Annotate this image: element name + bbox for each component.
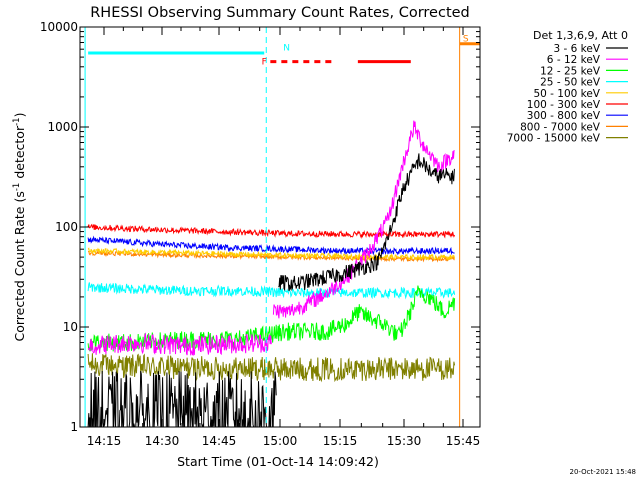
series-4-trace [87, 247, 456, 262]
series-0-segment-0 [87, 370, 277, 427]
y-tick-label-4: 10000 [40, 20, 78, 34]
series-4-segment-0 [87, 247, 456, 262]
legend-label-5: 100 - 300 keV [527, 99, 601, 111]
series-1-segment-1 [272, 120, 455, 319]
x-tick-label-4: 15:15 [323, 434, 358, 448]
series-5-trace [87, 223, 456, 239]
chart-title: RHESSI Observing Summary Count Rates, Co… [90, 5, 470, 21]
legend-label-6: 300 - 800 keV [527, 110, 601, 122]
series-6-segment-0 [87, 235, 455, 256]
legend-label-4: 50 - 100 keV [533, 88, 600, 100]
x-tick-label-5: 15:30 [387, 434, 422, 448]
footer-date: 20-Oct-2021 15:48 [570, 468, 636, 476]
y-tick-label-3: 1000 [47, 120, 78, 134]
legend-label-0: 3 - 6 keV [553, 43, 600, 55]
series-0-segment-1 [278, 153, 455, 292]
x-axis-label: Start Time (01-Oct-14 14:09:42) [177, 454, 379, 469]
series-1-trace [88, 120, 455, 356]
series-3-trace [87, 282, 456, 300]
legend-label-1: 6 - 12 keV [547, 54, 601, 66]
y-tick-label-1: 10 [63, 320, 78, 334]
flag-label-1: N [283, 44, 290, 54]
series-3-segment-0 [87, 282, 456, 300]
legend-header: Det 1,3,6,9, Att 0 [533, 29, 628, 42]
x-tick-label-0: 14:15 [87, 434, 122, 448]
x-tick-label-2: 14:45 [202, 434, 237, 448]
legend-label-8: 7000 - 15000 keV [507, 133, 601, 145]
x-tick-label-3: 15:00 [263, 434, 298, 448]
series-8-segment-0 [87, 353, 456, 383]
x-tick-label-6: 15:45 [446, 434, 481, 448]
legend-label-7: 800 - 7000 keV [520, 121, 601, 133]
y-tick-label-2: 100 [55, 220, 78, 234]
legend-label-3: 25 - 50 keV [540, 77, 601, 89]
plot-area: F N S [84, 27, 480, 427]
x-tick-label-1: 14:30 [145, 434, 180, 448]
axes: 1 10 100 1000 10000 14:15 14:30 14:45 15:00 15:15… [40, 20, 480, 448]
series-6-trace [87, 235, 455, 256]
flag-label-2: S [463, 34, 469, 44]
series-8-trace [87, 353, 456, 383]
series-5-segment-0 [87, 223, 456, 239]
series-0-trace [87, 153, 455, 427]
y-axis-label: Corrected Count Rate (s-1 detector-1) [12, 113, 27, 342]
legend-label-2: 12 - 25 keV [540, 65, 601, 77]
flag-label-0: F [262, 58, 267, 68]
y-tick-label-0: 1 [70, 420, 78, 434]
series-1-segment-0 [88, 332, 272, 356]
